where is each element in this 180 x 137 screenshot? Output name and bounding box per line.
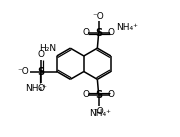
Text: NH₄⁺: NH₄⁺ (89, 109, 111, 118)
Text: H₂N: H₂N (39, 44, 56, 53)
Text: ⁻O: ⁻O (18, 67, 30, 76)
Text: S: S (95, 90, 102, 100)
Text: NH₄⁺: NH₄⁺ (25, 84, 47, 93)
Text: O: O (108, 90, 115, 99)
Text: O: O (38, 84, 45, 93)
Text: O: O (38, 50, 45, 59)
Text: NH₄⁺: NH₄⁺ (116, 23, 138, 32)
Text: O: O (82, 90, 89, 99)
Text: ⁻O: ⁻O (93, 12, 105, 21)
Text: S: S (38, 67, 45, 77)
Text: S: S (95, 28, 102, 38)
Text: O: O (82, 28, 89, 37)
Text: O: O (108, 28, 115, 37)
Text: ⁻O: ⁻O (93, 107, 105, 116)
